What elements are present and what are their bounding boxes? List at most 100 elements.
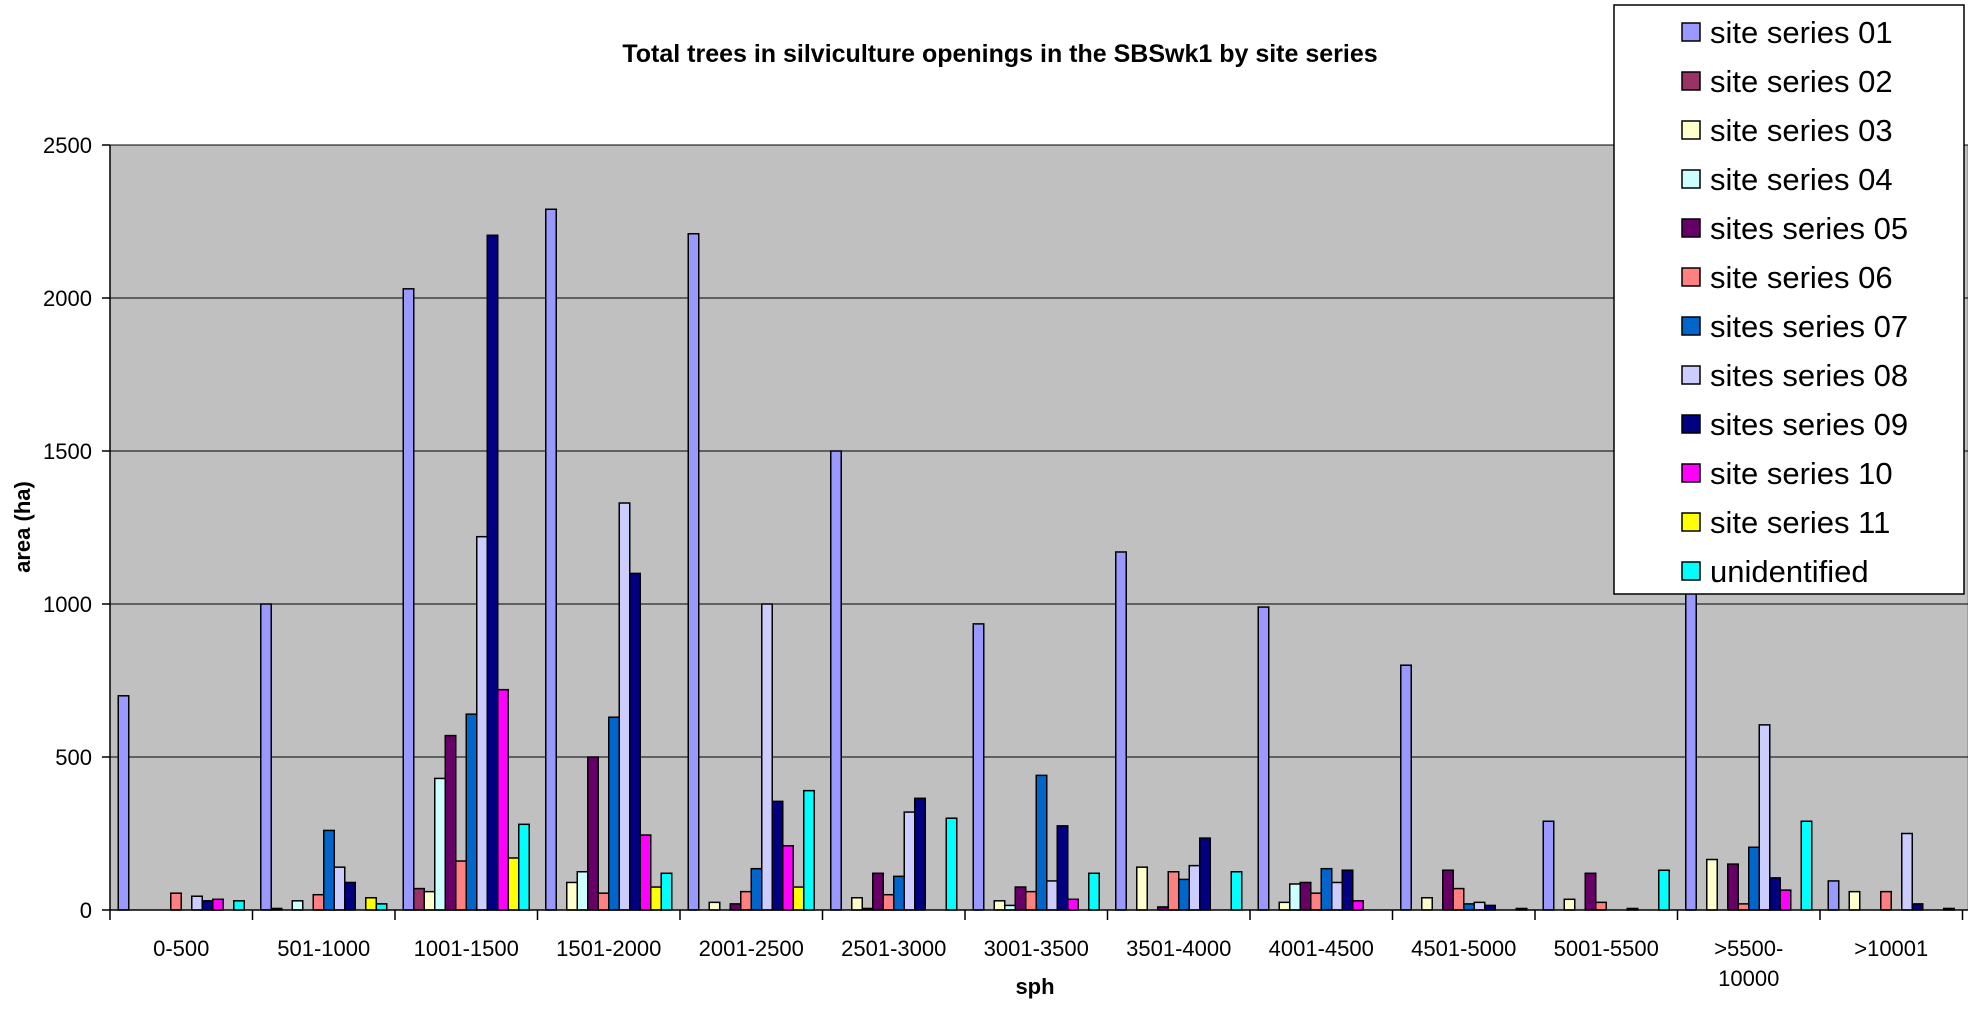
bar [1452, 887, 1465, 911]
legend-swatch [1681, 512, 1701, 532]
legend-swatch [1681, 414, 1701, 434]
bar [402, 288, 415, 911]
bar [1769, 877, 1781, 911]
bar [191, 895, 203, 911]
bar [518, 823, 530, 911]
bar [1800, 820, 1813, 911]
bar [1442, 869, 1454, 911]
bar [117, 695, 130, 911]
bar [1056, 825, 1069, 911]
bar [1727, 863, 1739, 911]
legend-label: site series 06 [1710, 260, 1893, 295]
bar [792, 886, 805, 911]
bar [444, 734, 457, 911]
legend-swatch [1681, 218, 1701, 238]
x-tick-label: >10001 [1854, 936, 1928, 961]
bar [650, 886, 662, 911]
bar [323, 829, 335, 911]
bar [1331, 881, 1343, 911]
bar [782, 844, 794, 911]
bar [830, 450, 842, 911]
bar [1779, 889, 1792, 911]
bar [1463, 903, 1475, 911]
x-axis-title: sph [1015, 974, 1054, 999]
bar [312, 893, 325, 911]
bar [1542, 820, 1555, 911]
x-tick-label: 1501-2000 [556, 936, 661, 961]
bar [1595, 901, 1607, 911]
bar [1299, 881, 1312, 911]
bar [566, 881, 578, 911]
bar [1199, 837, 1211, 911]
legend-label: site series 02 [1710, 64, 1893, 99]
bar [201, 900, 214, 911]
bar [893, 875, 905, 911]
bar [945, 817, 958, 911]
bar [507, 857, 520, 911]
bar [1310, 892, 1322, 911]
x-tick-label: >5500-10000 [1714, 936, 1783, 991]
y-tick-label: 2500 [43, 133, 92, 158]
bar [1748, 846, 1760, 911]
bar [486, 234, 499, 911]
bar [708, 901, 721, 911]
bar [291, 900, 304, 911]
legend-label: sites series 07 [1710, 309, 1908, 344]
bar [1167, 871, 1180, 911]
bar [375, 903, 388, 911]
bar [365, 897, 377, 911]
bar [1088, 872, 1100, 911]
bar [1035, 774, 1048, 911]
legend-box [1613, 4, 1965, 595]
bar [1014, 886, 1027, 911]
x-tick-label: 3501-4000 [1126, 936, 1231, 961]
bar [545, 208, 557, 911]
legend-label: sites series 05 [1710, 211, 1908, 246]
bar [1178, 878, 1190, 911]
bar [618, 502, 631, 911]
legend-swatch [1681, 267, 1701, 287]
bar [1880, 890, 1892, 911]
bar [629, 572, 641, 911]
bar [1584, 872, 1597, 911]
legend-swatch [1681, 120, 1701, 140]
legend-swatch [1681, 22, 1701, 42]
bar [1025, 890, 1037, 911]
x-axis: 0-500 501-1000 1001-1500 1501-2000 2001-2500… [109, 909, 1968, 991]
bar [465, 713, 478, 911]
bar [434, 777, 446, 911]
legend-swatch [1681, 71, 1701, 91]
x-tick-label: 1001-1500 [414, 936, 519, 961]
bar [1400, 664, 1412, 911]
bar [872, 872, 884, 911]
bar [1563, 898, 1576, 911]
legend-swatch [1681, 561, 1701, 581]
bar [1046, 880, 1058, 911]
bar [1911, 903, 1924, 911]
y-tick-label: 1000 [43, 592, 92, 617]
legend-label: site series 01 [1710, 15, 1893, 50]
legend-label: site series 10 [1710, 456, 1893, 491]
bar-series [117, 208, 1955, 911]
bar [1320, 867, 1333, 911]
legend-label: site series 11 [1710, 505, 1890, 540]
y-tick-label: 0 [80, 898, 92, 923]
bar [1901, 832, 1913, 911]
x-tick-label: 5001-5500 [1554, 936, 1659, 961]
legend-swatch [1681, 463, 1701, 483]
x-tick-label: 2501-3000 [841, 936, 946, 961]
bar [1758, 724, 1771, 911]
bar [260, 603, 272, 911]
x-tick-label: 501-1000 [277, 936, 370, 961]
x-tick-label: 0-500 [153, 936, 209, 961]
x-tick-label: 4001-4500 [1269, 936, 1374, 961]
bar [993, 900, 1006, 911]
bar [851, 897, 863, 911]
bar [497, 688, 509, 911]
bar [1352, 900, 1364, 911]
bar [413, 887, 425, 911]
bar [476, 535, 488, 911]
y-axis-title: area (ha) [10, 481, 35, 573]
legend-swatch [1681, 365, 1701, 385]
